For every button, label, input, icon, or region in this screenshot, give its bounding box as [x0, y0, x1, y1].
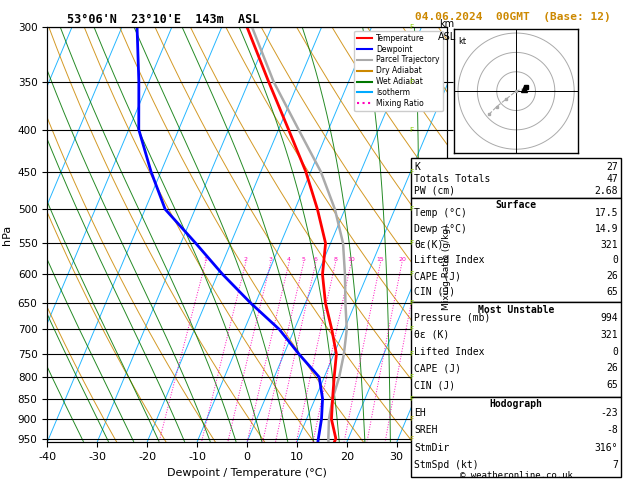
Text: F: F: [409, 169, 413, 174]
Text: 1: 1: [204, 257, 208, 262]
Text: 47: 47: [606, 174, 618, 184]
Text: 04.06.2024  00GMT  (Base: 12): 04.06.2024 00GMT (Base: 12): [415, 12, 611, 22]
Text: © weatheronline.co.uk: © weatheronline.co.uk: [460, 470, 572, 480]
Text: 0: 0: [613, 347, 618, 357]
Text: EH: EH: [414, 408, 426, 418]
Text: F: F: [409, 240, 413, 246]
Text: 27: 27: [606, 162, 618, 172]
Text: CAPE (J): CAPE (J): [414, 271, 461, 281]
Text: StmSpd (kt): StmSpd (kt): [414, 460, 479, 470]
Text: 8: 8: [333, 257, 338, 262]
Text: 10: 10: [347, 257, 355, 262]
Text: F: F: [409, 126, 413, 133]
Text: kt: kt: [458, 37, 466, 46]
Text: Dewp (°C): Dewp (°C): [414, 224, 467, 234]
Text: F: F: [409, 351, 413, 357]
Text: F: F: [409, 79, 413, 85]
Text: 26: 26: [606, 271, 618, 281]
X-axis label: Dewpoint / Temperature (°C): Dewpoint / Temperature (°C): [167, 468, 327, 478]
Legend: Temperature, Dewpoint, Parcel Trajectory, Dry Adiabat, Wet Adiabat, Isotherm, Mi: Temperature, Dewpoint, Parcel Trajectory…: [354, 31, 443, 111]
Text: F: F: [409, 206, 413, 212]
Text: -23: -23: [601, 408, 618, 418]
Text: F: F: [409, 24, 413, 30]
Text: SREH: SREH: [414, 425, 437, 435]
Text: 65: 65: [606, 287, 618, 296]
Text: Lifted Index: Lifted Index: [414, 256, 484, 265]
Text: PW (cm): PW (cm): [414, 186, 455, 196]
Text: CIN (J): CIN (J): [414, 380, 455, 390]
Y-axis label: hPa: hPa: [2, 225, 12, 244]
Text: θε (K): θε (K): [414, 330, 449, 340]
Text: Temp (°C): Temp (°C): [414, 208, 467, 219]
Text: Surface: Surface: [496, 200, 537, 210]
Text: F: F: [409, 327, 413, 332]
Text: Pressure (mb): Pressure (mb): [414, 313, 490, 323]
Text: 316°: 316°: [595, 442, 618, 452]
Text: CAPE (J): CAPE (J): [414, 364, 461, 373]
Text: 321: 321: [601, 330, 618, 340]
Text: -8: -8: [606, 425, 618, 435]
Text: StmDir: StmDir: [414, 442, 449, 452]
Text: 5: 5: [302, 257, 306, 262]
Text: 25: 25: [415, 257, 423, 262]
Text: km: km: [439, 19, 454, 30]
Text: Totals Totals: Totals Totals: [414, 174, 490, 184]
Text: F: F: [409, 416, 413, 422]
Text: Hodograph: Hodograph: [489, 399, 543, 410]
Text: 17.5: 17.5: [595, 208, 618, 219]
Text: 994: 994: [601, 313, 618, 323]
Text: 53°06'N  23°10'E  143m  ASL: 53°06'N 23°10'E 143m ASL: [67, 13, 260, 26]
Text: F: F: [409, 300, 413, 306]
Text: 6: 6: [314, 257, 318, 262]
Text: Most Unstable: Most Unstable: [478, 305, 554, 315]
Text: Lifted Index: Lifted Index: [414, 347, 484, 357]
Text: 65: 65: [606, 380, 618, 390]
Text: F: F: [409, 374, 413, 380]
Text: 14.9: 14.9: [595, 224, 618, 234]
Text: F: F: [409, 271, 413, 278]
Text: 3: 3: [269, 257, 273, 262]
Text: ASL: ASL: [437, 32, 456, 42]
Text: 2.68: 2.68: [595, 186, 618, 196]
Text: F: F: [409, 396, 413, 402]
Text: K: K: [414, 162, 420, 172]
Text: 15: 15: [377, 257, 384, 262]
Text: 2: 2: [244, 257, 248, 262]
Text: θε(K): θε(K): [414, 240, 443, 250]
Text: Mixing Ratio (g/kg): Mixing Ratio (g/kg): [442, 225, 451, 310]
Text: 7: 7: [613, 460, 618, 470]
Text: 321: 321: [601, 240, 618, 250]
Text: 4: 4: [287, 257, 291, 262]
Text: 0: 0: [613, 256, 618, 265]
Text: F: F: [409, 435, 413, 441]
Text: CIN (J): CIN (J): [414, 287, 455, 296]
Text: 20: 20: [398, 257, 406, 262]
Text: 26: 26: [606, 364, 618, 373]
